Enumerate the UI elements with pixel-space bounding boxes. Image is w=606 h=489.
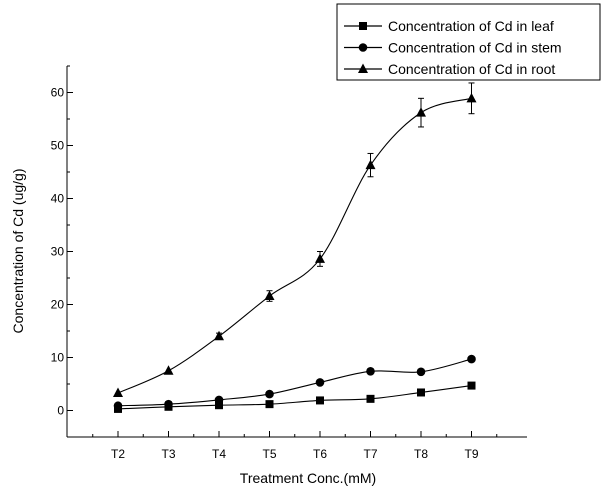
y-tick-label: 10 <box>51 351 65 365</box>
legend-label: Concentration of Cd in stem <box>388 40 562 56</box>
x-tick-label: T3 <box>161 447 175 461</box>
x-tick-label: T7 <box>363 447 377 461</box>
legend-box <box>336 3 601 81</box>
data-point <box>416 107 426 117</box>
x-tick-label: T9 <box>464 447 478 461</box>
legend-item: Concentration of Cd in root <box>344 61 555 77</box>
y-tick-label: 0 <box>57 404 64 418</box>
data-point <box>467 354 476 364</box>
data-point <box>466 92 477 103</box>
y-tick-label: 30 <box>51 245 65 259</box>
data-point <box>467 381 476 390</box>
data-point <box>316 396 324 405</box>
series-circle <box>113 354 476 411</box>
data-point <box>214 395 224 405</box>
data-point <box>366 394 375 403</box>
data-point <box>164 399 173 409</box>
x-tick-label: T8 <box>414 447 428 461</box>
legend-marker <box>358 43 368 52</box>
x-tick-label: T6 <box>313 447 327 461</box>
x-axis-title: Treatment Conc.(mM) <box>240 470 376 486</box>
legend-label: Concentration of Cd in root <box>388 61 555 77</box>
y-tick-label: 40 <box>51 192 65 206</box>
series-layer <box>113 82 477 413</box>
data-point <box>113 401 123 411</box>
legend-label: Concentration of Cd in leaf <box>388 18 554 34</box>
legend-item: Concentration of Cd in leaf <box>344 18 554 34</box>
series-line <box>117 97 472 394</box>
series-line <box>117 385 472 410</box>
y-tick-label: 50 <box>51 139 65 153</box>
x-tick-label: T5 <box>262 447 276 461</box>
series-triangle <box>113 82 477 398</box>
y-tick-label: 20 <box>51 298 65 312</box>
legend-item: Concentration of Cd in stem <box>344 40 562 56</box>
data-point <box>265 400 274 409</box>
data-point <box>264 290 275 301</box>
data-point <box>366 366 375 376</box>
legend-marker <box>359 22 367 30</box>
x-tick-label: T2 <box>111 447 125 461</box>
data-point <box>315 253 325 263</box>
series-line <box>117 358 472 407</box>
y-axis-title: Concentration of Cd (ug/g) <box>10 169 26 334</box>
legend: Concentration of Cd in leaf Concentration… <box>336 3 601 81</box>
data-point <box>215 401 223 410</box>
y-tick-label: 60 <box>51 86 65 100</box>
data-point <box>113 387 123 398</box>
data-point <box>163 365 174 375</box>
axes: 0 10 20 30 40 50 60 T2 T3 T4 T5 T6 T7 T8 T9 <box>51 65 527 461</box>
data-point <box>265 389 274 399</box>
data-point <box>365 159 376 170</box>
data-point <box>416 367 426 377</box>
x-tick-label: T4 <box>212 447 226 461</box>
data-point <box>417 388 425 397</box>
legend-marker <box>358 63 368 73</box>
data-point <box>214 330 224 341</box>
data-point <box>315 378 325 387</box>
